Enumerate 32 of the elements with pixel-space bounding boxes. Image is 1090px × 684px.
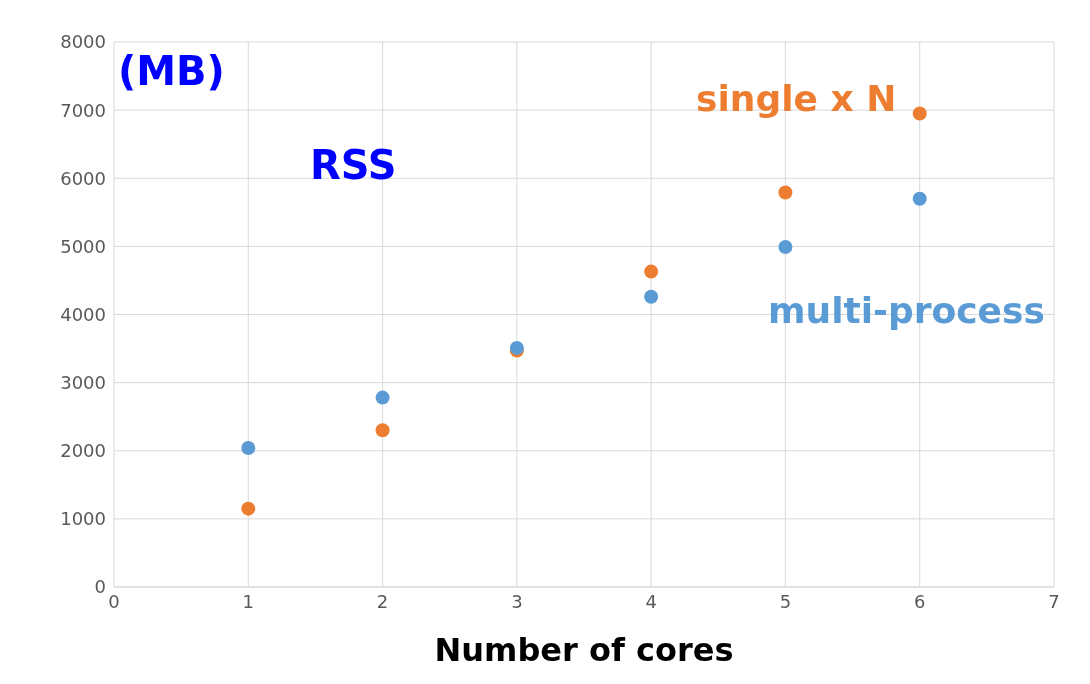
point xyxy=(778,240,793,255)
x-tick-label: 4 xyxy=(645,590,657,612)
point xyxy=(644,264,659,279)
y-tick-label: 8000 xyxy=(60,31,106,53)
point xyxy=(912,191,927,206)
series-label: multi-process xyxy=(768,290,1045,331)
y-tick-label: 3000 xyxy=(60,372,106,394)
x-axis-title: Number of cores xyxy=(434,631,734,669)
point xyxy=(644,289,659,304)
annotation: RSS xyxy=(310,142,397,188)
x-tick-label: 6 xyxy=(913,590,926,612)
x-tick-label: 3 xyxy=(511,590,523,612)
x-tick-label: 2 xyxy=(376,590,389,612)
point xyxy=(241,441,256,456)
y-tick-label: 0 xyxy=(94,576,106,598)
point xyxy=(375,423,390,438)
x-tick-label: 0 xyxy=(108,590,120,612)
point xyxy=(912,106,927,121)
point xyxy=(778,185,793,200)
y-tick-label: 7000 xyxy=(60,99,106,121)
point xyxy=(375,390,390,405)
x-tick-label: 1 xyxy=(242,590,255,612)
series-label: single x N xyxy=(696,78,897,119)
y-tick-label: 4000 xyxy=(60,303,106,325)
y-tick-label: 5000 xyxy=(60,235,106,257)
y-tick-label: 1000 xyxy=(60,508,106,530)
y-tick-label: 2000 xyxy=(60,440,106,462)
annotation: (MB) xyxy=(118,48,225,94)
point xyxy=(241,501,256,516)
x-tick-label: 5 xyxy=(779,590,792,612)
x-tick-label: 7 xyxy=(1048,590,1060,612)
y-tick-label: 6000 xyxy=(60,167,106,189)
